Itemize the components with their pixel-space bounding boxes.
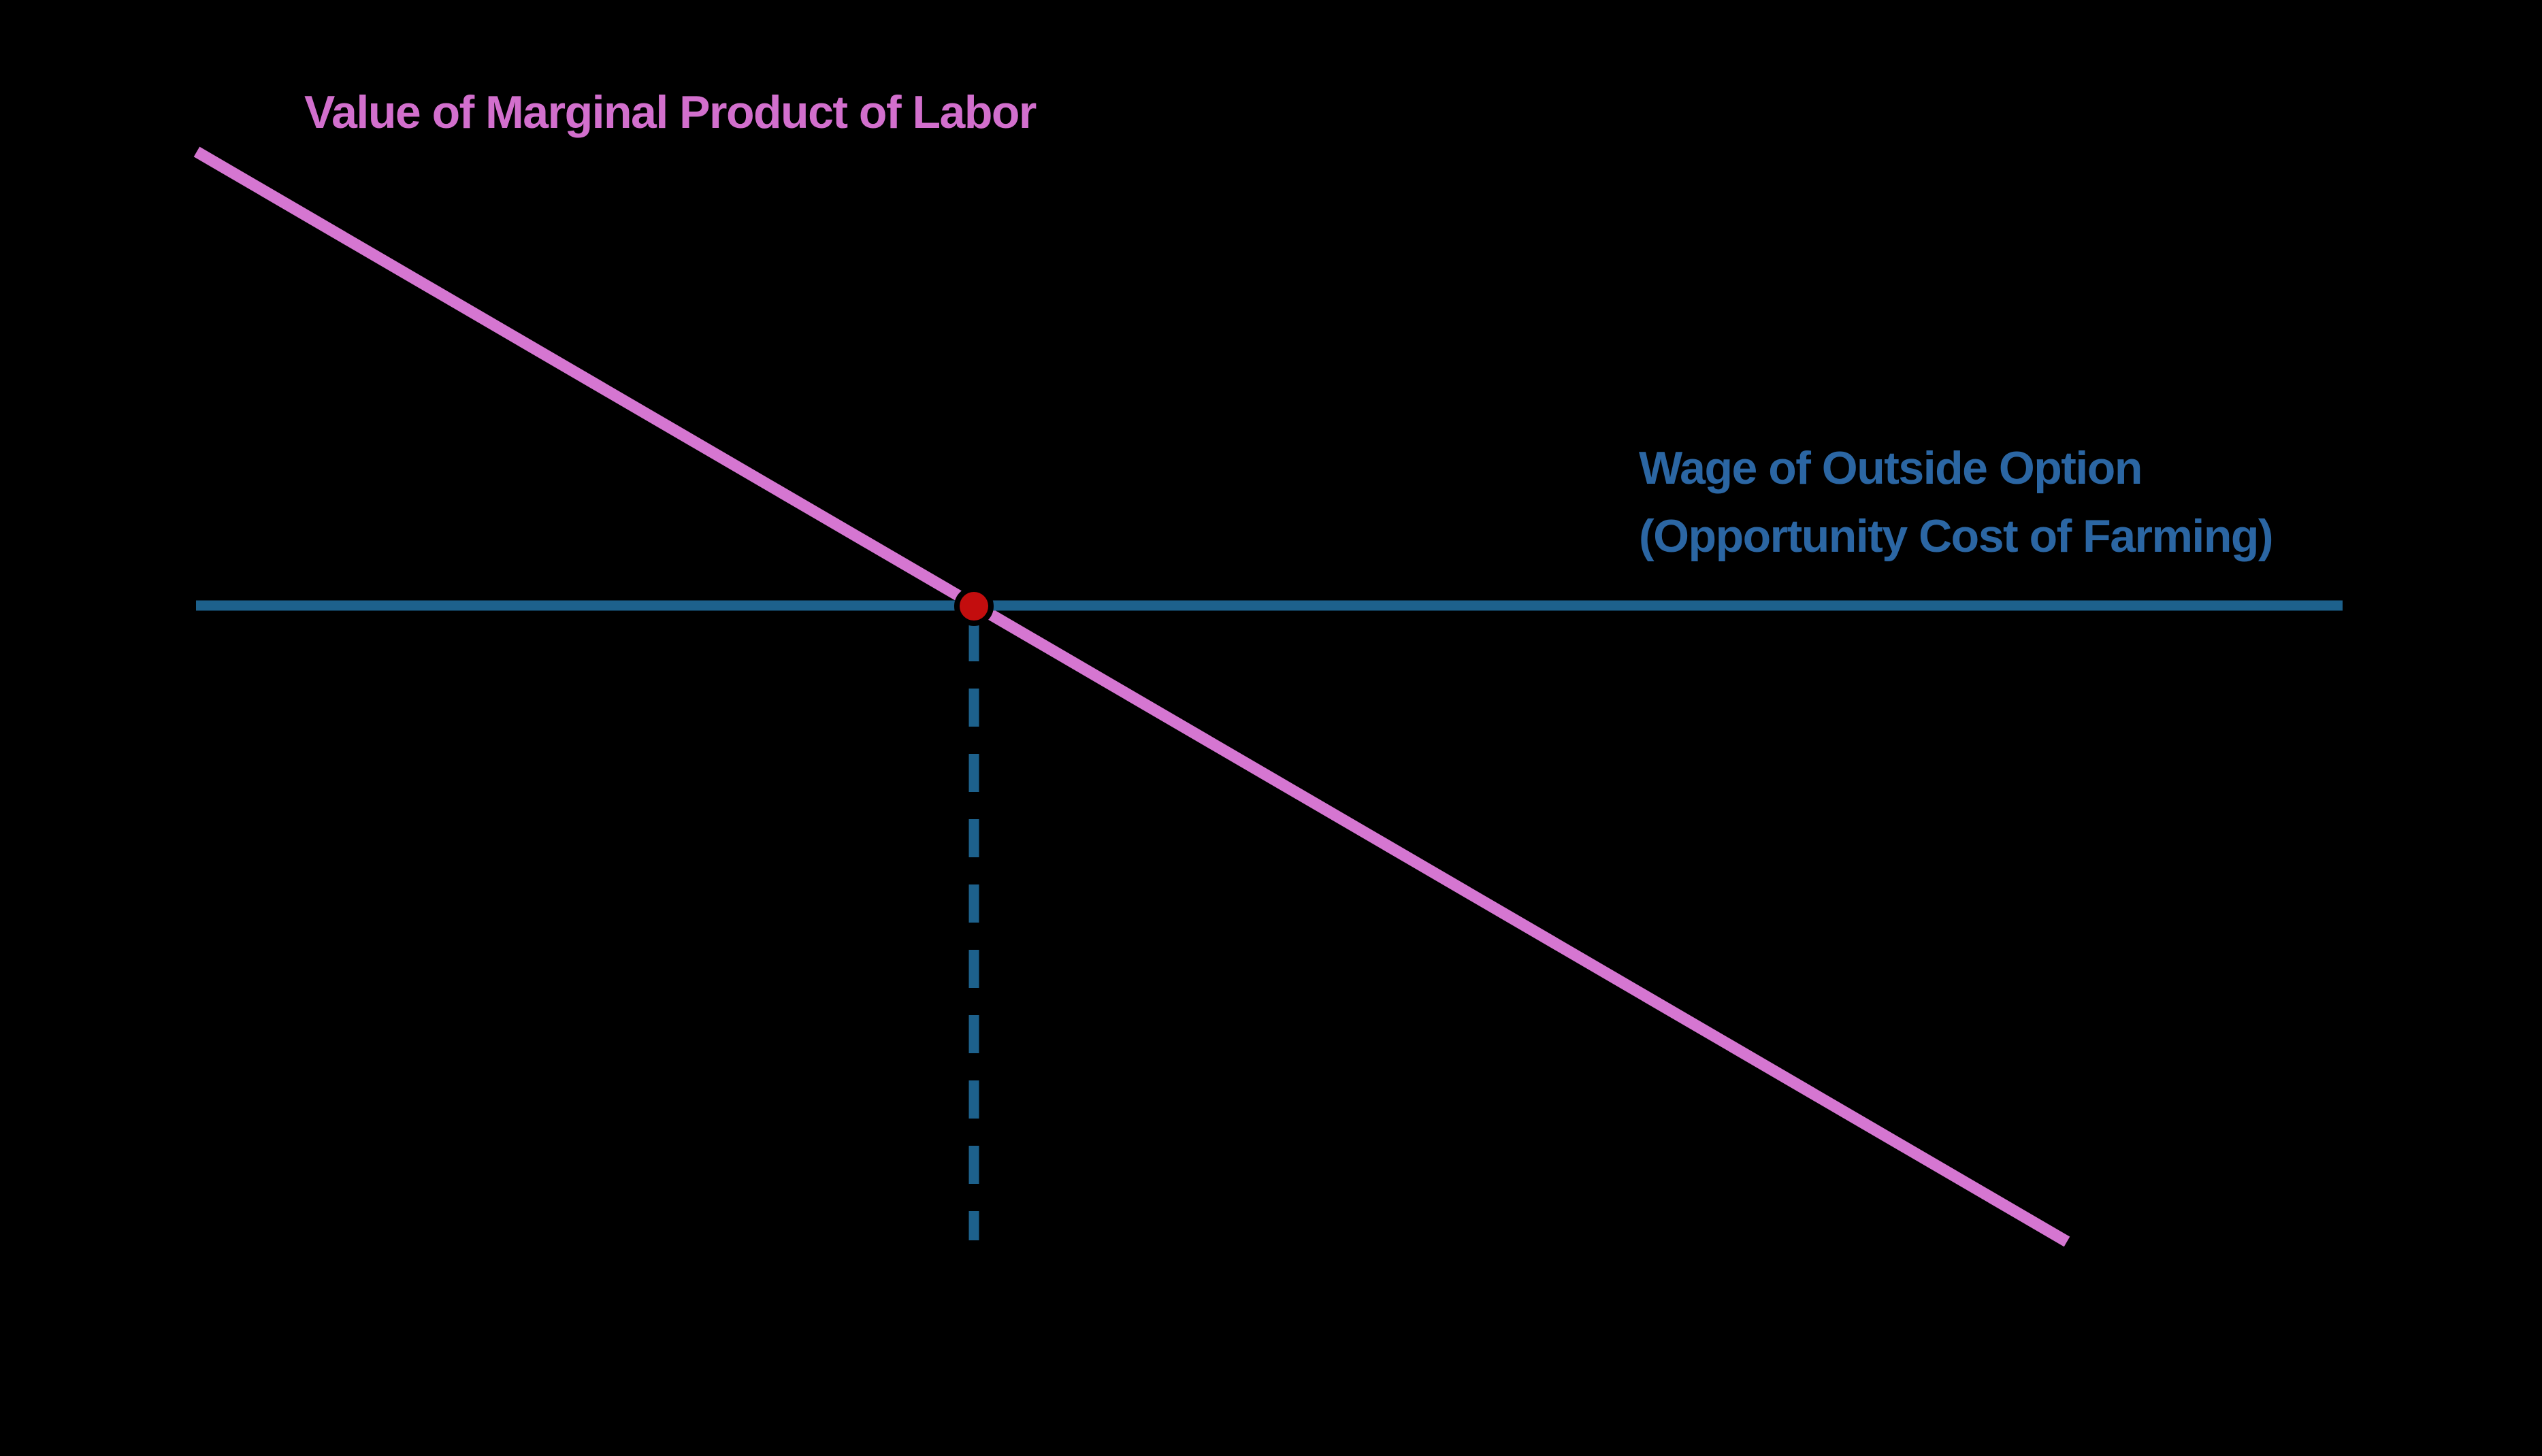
vmpl-curve-line — [193, 146, 2070, 1247]
wage-label: Wage of Outside Option (Opportunity Cost… — [1639, 434, 2274, 570]
vmpl-label: Value of Marginal Product of Labor — [304, 86, 1037, 138]
equilibrium-point-marker — [954, 586, 994, 626]
wage-label-line2: (Opportunity Cost of Farming) — [1639, 510, 2274, 562]
wage-label-line1: Wage of Outside Option — [1639, 442, 2142, 494]
